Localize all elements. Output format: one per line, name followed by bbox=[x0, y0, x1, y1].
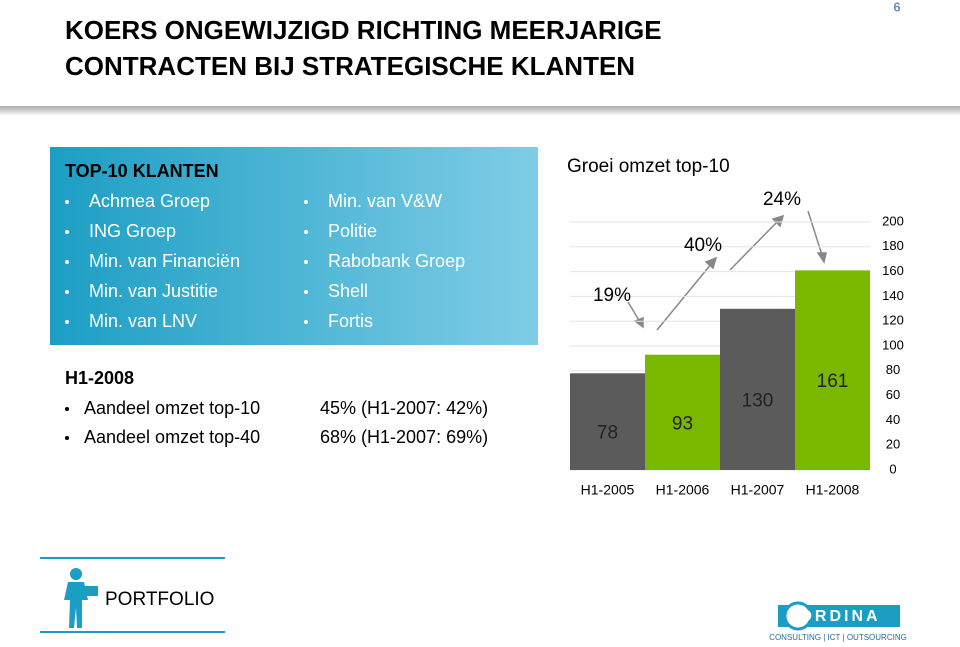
client-name: Achmea Groep bbox=[89, 191, 210, 211]
growth-label: 24% bbox=[763, 189, 801, 210]
h1-label: Aandeel omzet top-10 bbox=[84, 398, 260, 418]
title-line: KOERS ONGEWIJZIGD RICHTING MEERJARIGE bbox=[65, 15, 662, 45]
client-name: Min. van LNV bbox=[89, 311, 197, 331]
client-name: Fortis bbox=[328, 311, 373, 331]
client-name: Politie bbox=[328, 221, 377, 241]
title-line: CONTRACTEN BIJ STRATEGISCHE KLANTEN bbox=[65, 51, 635, 81]
bullet bbox=[65, 320, 69, 324]
bullet bbox=[65, 290, 69, 294]
growth-arrows bbox=[627, 210, 827, 331]
bullet bbox=[304, 230, 308, 234]
y-tick-label: 40 bbox=[886, 412, 900, 427]
bullet bbox=[304, 200, 308, 204]
bar bbox=[645, 354, 720, 470]
y-tick-label: 200 bbox=[882, 213, 904, 228]
bullet bbox=[304, 320, 308, 324]
logo-tagline: CONSULTING | ICT | OUTSOURCING bbox=[769, 633, 907, 642]
growth-label: 40% bbox=[684, 235, 722, 256]
value-label: 130 bbox=[742, 390, 774, 411]
y-tick-label: 100 bbox=[882, 337, 904, 352]
y-tick-label: 160 bbox=[882, 263, 904, 278]
header-rule bbox=[0, 106, 960, 116]
value-label: 93 bbox=[672, 413, 693, 434]
y-tick-label: 0 bbox=[889, 461, 896, 476]
h1-title: H1-2008 bbox=[65, 368, 134, 388]
bar bbox=[570, 373, 645, 470]
clients-box bbox=[50, 147, 538, 345]
bullet bbox=[304, 260, 308, 264]
chart-title: Groei omzet top-10 bbox=[567, 156, 730, 177]
growth-label: 19% bbox=[593, 285, 631, 306]
value-label: 161 bbox=[817, 371, 849, 392]
client-name: ING Groep bbox=[89, 221, 176, 241]
bullet bbox=[65, 200, 69, 204]
bullet bbox=[65, 407, 69, 411]
page-number: 6 bbox=[893, 0, 900, 14]
bar bbox=[720, 308, 795, 470]
client-name: Min. van Justitie bbox=[89, 281, 218, 301]
bar bbox=[795, 270, 870, 470]
logo: ORDINA CONSULTING | ICT | OUTSOURCING bbox=[769, 601, 907, 642]
client-name: Rabobank Groep bbox=[328, 251, 465, 271]
x-tick-label: H1-2005 bbox=[581, 482, 635, 498]
h1-label: Aandeel omzet top-40 bbox=[84, 427, 260, 447]
value-label: 78 bbox=[597, 423, 618, 444]
y-tick-label: 80 bbox=[886, 362, 900, 377]
x-tick-label: H1-2006 bbox=[656, 482, 710, 498]
clients-title: TOP-10 KLANTEN bbox=[65, 161, 219, 181]
client-name: Min. van V&W bbox=[328, 191, 442, 211]
y-tick-label: 180 bbox=[882, 238, 904, 253]
client-name: Shell bbox=[328, 281, 368, 301]
logo-text: ORDINA bbox=[799, 608, 880, 625]
bullet bbox=[304, 290, 308, 294]
h1-value: 68% (H1-2007: 69%) bbox=[320, 427, 488, 447]
client-name: Min. van Financiën bbox=[89, 251, 240, 271]
bullet bbox=[65, 260, 69, 264]
footer-section: PORTFOLIO bbox=[105, 589, 214, 610]
bullet bbox=[65, 230, 69, 234]
h1-value: 45% (H1-2007: 42%) bbox=[320, 398, 488, 418]
y-tick-label: 140 bbox=[882, 288, 904, 303]
x-tick-label: H1-2008 bbox=[806, 482, 860, 498]
person-icon bbox=[64, 568, 98, 628]
y-tick-label: 120 bbox=[882, 313, 904, 328]
y-tick-label: 20 bbox=[886, 437, 900, 452]
y-tick-label: 60 bbox=[886, 387, 900, 402]
bullet bbox=[65, 436, 69, 440]
x-tick-label: H1-2007 bbox=[731, 482, 785, 498]
